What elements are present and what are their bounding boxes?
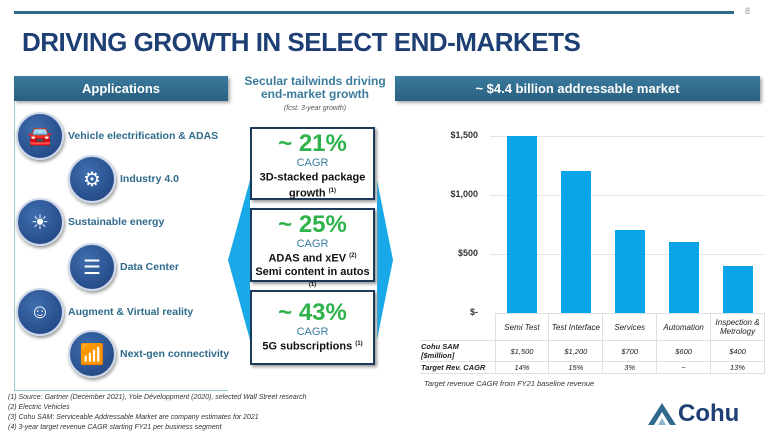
table-cell: 3% <box>602 361 658 374</box>
footnote: (2) Electric Vehicles <box>8 404 70 411</box>
market-header: ~ $4.4 billion addressable market <box>395 76 760 101</box>
robot-arm-icon: ⚙ <box>68 155 116 203</box>
applications-panel <box>14 101 228 391</box>
growth-description-text: 3D-stacked package <box>259 171 366 184</box>
chevron-right-decor <box>377 180 393 340</box>
growth-description: growth (1) <box>252 185 373 201</box>
footnote-ref: (1) <box>308 281 317 288</box>
category-label: Automation <box>656 313 712 341</box>
application-label: Next-gen connectivity <box>120 348 230 360</box>
application-item: ☀ Sustainable energy <box>16 198 164 246</box>
growth-description-text: ADAS and xEV <box>268 252 347 265</box>
growth-percent: ~ 21% <box>278 130 347 157</box>
growth-description: ADAS and xEV (2) <box>252 250 373 266</box>
table-cell: $1,500 <box>494 340 550 362</box>
footnote: (3) Cohu SAM: Serviceable Addressable Ma… <box>8 414 259 421</box>
logo-text: Cohu <box>678 400 740 427</box>
cohu-mark-icon <box>648 403 676 425</box>
applications-header: Applications <box>14 76 228 101</box>
growth-description-text: growth <box>288 187 326 200</box>
solar-wind-icon: ☀ <box>16 198 64 246</box>
bar-automation <box>669 242 699 313</box>
category-row: Semi Test Test Interface Services Automatio… <box>420 313 765 341</box>
top-rule <box>14 11 734 14</box>
category-label: Inspection & Metrology <box>710 313 765 341</box>
footnotes: (1) Source: Gartner (December 2021), Yol… <box>8 393 307 433</box>
y-tick-label: $1,000 <box>450 189 478 199</box>
application-label: Augment & Virtual reality <box>68 306 194 318</box>
application-label: Sustainable energy <box>68 216 165 228</box>
footnote-ref: (2) <box>349 253 357 259</box>
y-tick-label: $- <box>469 307 478 317</box>
growth-description-text: 5G subscriptions <box>262 340 353 353</box>
table-cell: $1,200 <box>548 340 604 362</box>
growth-percent: ~ 25% <box>278 211 347 238</box>
gridline <box>490 195 765 196</box>
tailwinds-heading: Secular tailwinds driving end-market gro… <box>244 74 386 101</box>
growth-box: ~ 43% CAGR 5G subscriptions (1) <box>250 290 375 365</box>
bar-inspection-metrology <box>723 265 753 313</box>
gridline <box>490 136 765 137</box>
row-label: Target Rev. CAGR <box>420 361 496 374</box>
5g-tower-icon: 📶 <box>68 330 116 378</box>
table-cell: $600 <box>656 340 712 362</box>
row-label: Cohu SAM [$million] <box>420 340 496 362</box>
application-item: 🚘 Vehicle electrification & ADAS <box>16 112 218 160</box>
application-item: ☺ Augment & Virtual reality <box>16 288 193 336</box>
tailwinds-subheading: (fcst. 3-year growth) <box>283 105 347 112</box>
table-cell: 14% <box>494 361 550 374</box>
application-item: 📶 Next-gen connectivity <box>68 330 229 378</box>
application-label: Industry 4.0 <box>120 173 179 185</box>
empty-cell <box>420 314 495 341</box>
y-tick-label: $500 <box>457 248 478 258</box>
cagr-label: CAGR <box>296 238 329 250</box>
growth-box: ~ 21% CAGR 3D-stacked package growth (1) <box>250 127 375 200</box>
bar-services <box>615 230 645 313</box>
application-label: Data Center <box>120 261 179 273</box>
server-icon: ☰ <box>68 243 116 291</box>
table-row: Target Rev. CAGR 14% 15% 3% ~13% <box>420 361 765 374</box>
growth-description: 3D-stacked package <box>252 169 373 185</box>
table-cell: $400 <box>710 340 765 362</box>
chart-note: Target revenue CAGR from FY21 baseline r… <box>424 379 595 388</box>
growth-box: ~ 25% CAGR ADAS and xEV (2) Semi content in… <box>250 208 375 288</box>
growth-description: 5G subscriptions (1) <box>252 338 373 354</box>
footnote: (1) Source: Gartner (December 2021), Yol… <box>8 394 307 401</box>
sam-table: Semi Test Test Interface Services Automatio… <box>420 313 765 374</box>
application-item: ☰ Data Center <box>68 243 179 291</box>
category-label: Services <box>602 313 658 341</box>
footnote-ref: (1) <box>328 187 337 194</box>
table-cell: 15% <box>548 361 604 374</box>
car-sensor-icon: 🚘 <box>16 112 64 160</box>
growth-description: Semi content in autos (1) <box>252 266 373 295</box>
growth-description-text: Semi content in autos <box>255 265 370 278</box>
bar-test-interface <box>561 171 591 313</box>
footnote: (4) 3-year target revenue CAGR starting … <box>8 424 222 431</box>
chevron-left-decor <box>228 180 250 340</box>
bar-semi-test <box>507 136 537 313</box>
cagr-label: CAGR <box>296 326 329 338</box>
table-cell: 13% <box>710 361 765 374</box>
y-tick-label: $1,500 <box>450 130 478 140</box>
footnote-ref: (1) <box>355 341 363 347</box>
growth-percent: ~ 43% <box>278 299 347 326</box>
category-label: Semi Test <box>494 313 550 341</box>
application-label: Vehicle electrification & ADAS <box>68 130 219 142</box>
table-row: Cohu SAM [$million] $1,500 $1,200 $700 $600 $… <box>420 340 765 362</box>
page-title: DRIVING GROWTH IN SELECT END-MARKETS <box>22 27 581 57</box>
table-cell: ~ <box>656 361 712 374</box>
category-label: Test Interface <box>548 313 604 341</box>
page-number: 8 <box>745 6 751 16</box>
table-cell: $700 <box>602 340 658 362</box>
cagr-label: CAGR <box>296 157 329 169</box>
application-item: ⚙ Industry 4.0 <box>68 155 179 203</box>
cohu-logo: Cohu <box>648 400 739 428</box>
vr-headset-icon: ☺ <box>16 288 64 336</box>
